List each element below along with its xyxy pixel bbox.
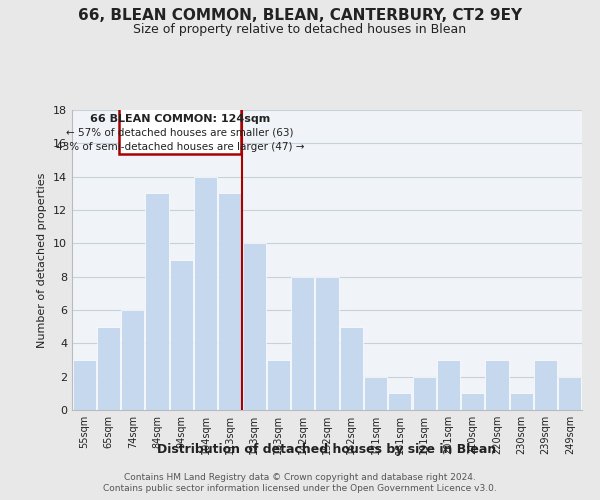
Text: Contains public sector information licensed under the Open Government Licence v3: Contains public sector information licen… <box>103 484 497 493</box>
Bar <box>510 394 533 410</box>
Text: Contains HM Land Registry data © Crown copyright and database right 2024.: Contains HM Land Registry data © Crown c… <box>124 472 476 482</box>
Text: Size of property relative to detached houses in Blean: Size of property relative to detached ho… <box>133 22 467 36</box>
Bar <box>145 194 169 410</box>
Bar <box>170 260 193 410</box>
FancyBboxPatch shape <box>119 106 241 154</box>
Bar <box>559 376 581 410</box>
Bar <box>437 360 460 410</box>
Text: 43% of semi-detached houses are larger (47) →: 43% of semi-detached houses are larger (… <box>56 142 304 152</box>
Bar <box>340 326 363 410</box>
Bar <box>388 394 412 410</box>
Bar <box>461 394 484 410</box>
Y-axis label: Number of detached properties: Number of detached properties <box>37 172 47 348</box>
Text: Distribution of detached houses by size in Blean: Distribution of detached houses by size … <box>157 442 497 456</box>
Bar <box>121 310 144 410</box>
Bar <box>364 376 387 410</box>
Text: ← 57% of detached houses are smaller (63): ← 57% of detached houses are smaller (63… <box>67 128 294 138</box>
Bar <box>218 194 241 410</box>
Bar <box>485 360 509 410</box>
Text: 66 BLEAN COMMON: 124sqm: 66 BLEAN COMMON: 124sqm <box>90 114 270 124</box>
Bar <box>267 360 290 410</box>
Bar <box>316 276 338 410</box>
Text: 66, BLEAN COMMON, BLEAN, CANTERBURY, CT2 9EY: 66, BLEAN COMMON, BLEAN, CANTERBURY, CT2… <box>78 8 522 22</box>
Bar <box>413 376 436 410</box>
Bar <box>97 326 120 410</box>
Bar <box>73 360 95 410</box>
Bar <box>242 244 266 410</box>
Bar <box>291 276 314 410</box>
Bar <box>534 360 557 410</box>
Bar <box>194 176 217 410</box>
